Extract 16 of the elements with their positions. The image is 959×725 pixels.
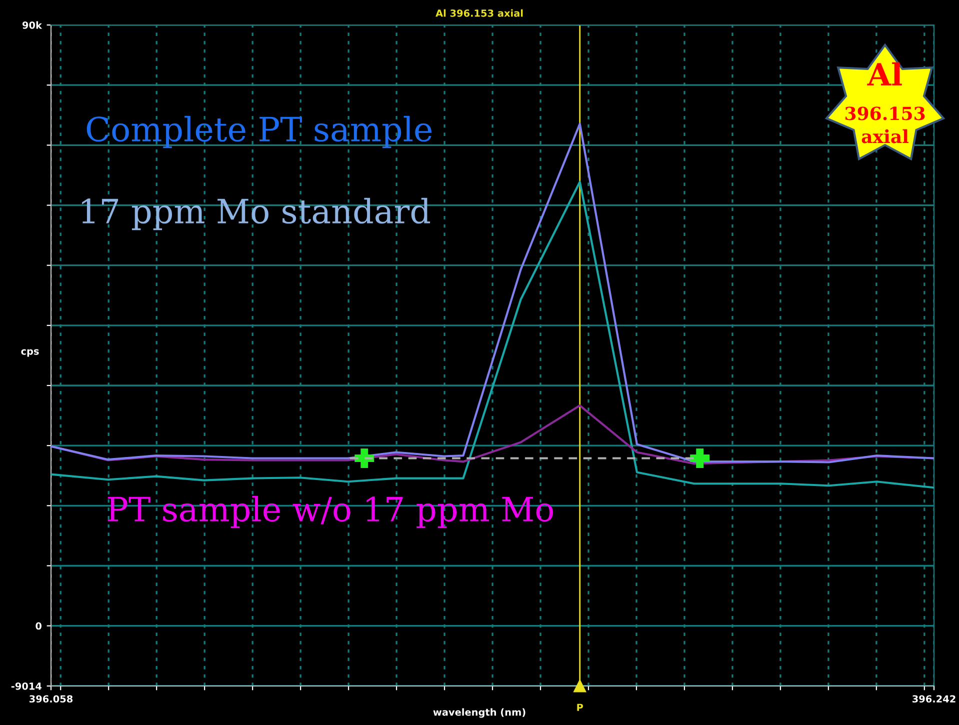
chart-title: Al 396.153 axial: [436, 9, 523, 17]
annotation: Complete PT sample: [86, 116, 432, 148]
y-axis-title: cps: [21, 349, 39, 357]
x-tick-label: 396.058: [30, 695, 73, 703]
line-series: [51, 180, 934, 489]
y-tick-label: -9014: [11, 682, 42, 690]
y-tick-label: 0: [36, 622, 42, 630]
ref-line-label: P: [577, 704, 584, 711]
y-tick-label: 90k: [22, 21, 42, 29]
annotation: Al: [867, 62, 902, 86]
annotation: PT sample w/o 17 ppm Mo: [108, 496, 554, 528]
x-tick-label: 396.242: [912, 695, 956, 703]
annotation: axial: [862, 129, 908, 144]
annotation: 396.153: [845, 106, 925, 120]
annotation: 17 ppm Mo standard: [82, 198, 430, 230]
x-axis-title: wavelength (nm): [433, 708, 526, 718]
